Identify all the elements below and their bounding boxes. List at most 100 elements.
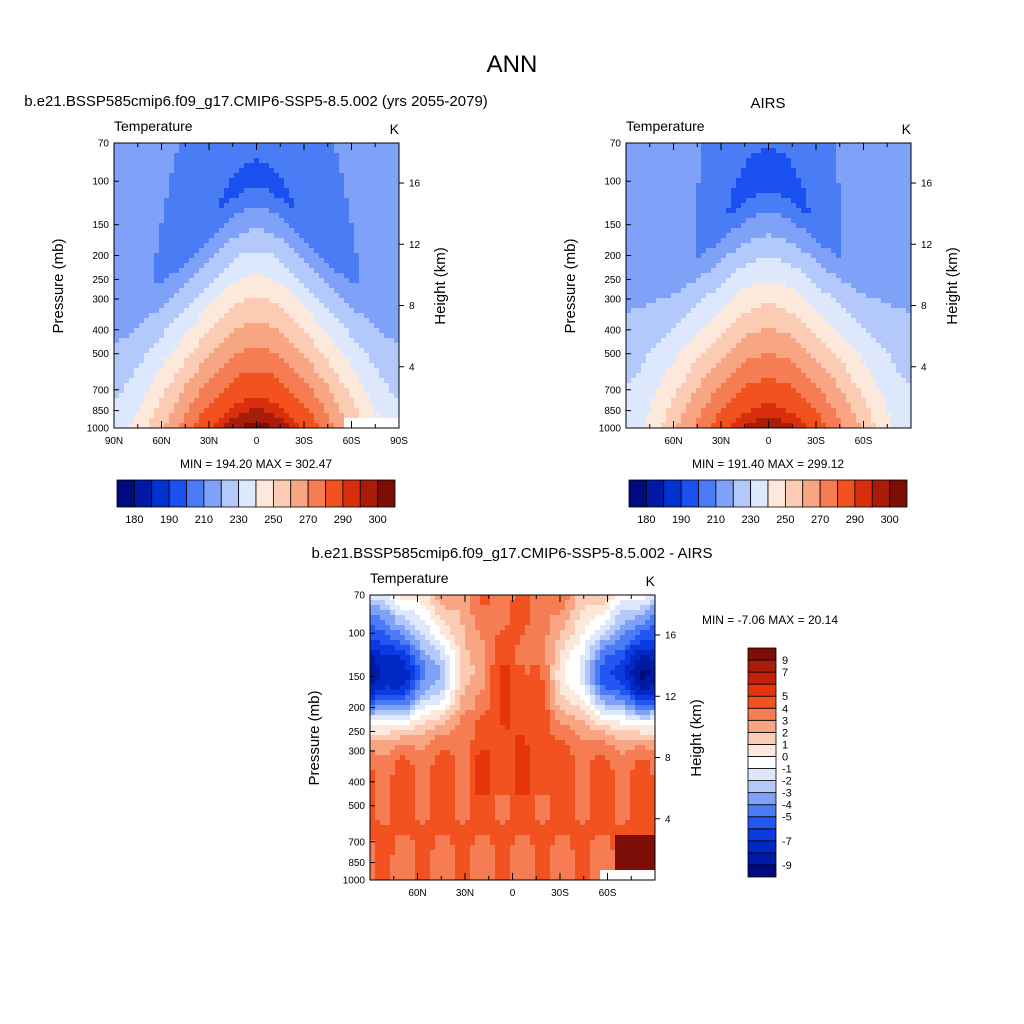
contour-cell bbox=[324, 148, 330, 154]
contour-cell bbox=[314, 253, 320, 259]
contour-cell bbox=[254, 253, 260, 259]
contour-cell bbox=[224, 318, 230, 324]
contour-cell bbox=[264, 193, 270, 199]
contour-cell bbox=[129, 198, 135, 204]
contour-cell bbox=[706, 163, 712, 169]
contour-cell bbox=[314, 378, 320, 384]
contour-cell bbox=[149, 348, 155, 354]
contour-cell bbox=[354, 208, 360, 214]
contour-cell bbox=[129, 143, 135, 149]
contour-cell bbox=[711, 293, 717, 299]
contour-cell bbox=[129, 228, 135, 234]
contour-cell bbox=[374, 323, 380, 329]
contour-cell bbox=[114, 358, 120, 364]
contour-cell bbox=[626, 348, 632, 354]
contour-cell bbox=[666, 318, 672, 324]
contour-cell bbox=[289, 293, 295, 299]
contour-cell bbox=[626, 273, 632, 279]
contour-cell bbox=[139, 158, 145, 164]
contour-cell bbox=[234, 408, 240, 414]
contour-cell bbox=[369, 228, 375, 234]
contour-cell bbox=[199, 203, 205, 209]
colorbar-swatch bbox=[359, 479, 379, 508]
contour-cell bbox=[736, 253, 742, 259]
contour-cell bbox=[239, 373, 245, 379]
contour-cell bbox=[204, 258, 210, 264]
contour-cell bbox=[259, 163, 265, 169]
contour-cell bbox=[219, 333, 225, 339]
contour-cell bbox=[766, 228, 772, 234]
contour-cell bbox=[746, 143, 752, 149]
contour-cell bbox=[686, 328, 692, 334]
contour-cell bbox=[289, 268, 295, 274]
contour-cell bbox=[319, 403, 325, 409]
contour-cell bbox=[204, 423, 210, 429]
contour-cell bbox=[374, 303, 380, 309]
contour-cell bbox=[364, 388, 370, 394]
contour-cell bbox=[706, 383, 712, 389]
contour-cell bbox=[284, 203, 290, 209]
contour-cell bbox=[626, 268, 632, 274]
contour-cell bbox=[159, 173, 165, 179]
contour-cell bbox=[706, 303, 712, 309]
contour-cell bbox=[344, 248, 350, 254]
contour-cell bbox=[304, 148, 310, 154]
contour-cell bbox=[334, 223, 340, 229]
contour-cell bbox=[129, 153, 135, 159]
contour-cell bbox=[234, 183, 240, 189]
contour-cell bbox=[631, 223, 637, 229]
contour-cell bbox=[711, 193, 717, 199]
contour-cell bbox=[626, 143, 632, 149]
contour-cell bbox=[134, 158, 140, 164]
contour-cell bbox=[114, 243, 120, 249]
contour-cell bbox=[701, 143, 707, 149]
contour-cell bbox=[199, 148, 205, 154]
contour-cell bbox=[349, 163, 355, 169]
contour-cell bbox=[711, 258, 717, 264]
contour-cell bbox=[651, 278, 657, 284]
contour-cell bbox=[751, 158, 757, 164]
contour-cell bbox=[379, 238, 385, 244]
contour-cell bbox=[756, 408, 762, 414]
contour-cell bbox=[199, 253, 205, 259]
contour-cell bbox=[249, 253, 255, 259]
contour-cell bbox=[244, 333, 250, 339]
contour-cell bbox=[349, 238, 355, 244]
contour-cell bbox=[394, 263, 400, 269]
contour-cell bbox=[686, 393, 692, 399]
contour-cell bbox=[264, 373, 270, 379]
contour-cell bbox=[334, 288, 340, 294]
contour-cell bbox=[626, 298, 632, 304]
contour-cell bbox=[339, 213, 345, 219]
contour-cell bbox=[726, 193, 732, 199]
contour-cell bbox=[269, 268, 275, 274]
contour-cell bbox=[229, 328, 235, 334]
contour-cell bbox=[746, 248, 752, 254]
contour-cell bbox=[249, 148, 255, 154]
pressure-tick-label: 700 bbox=[92, 385, 109, 396]
contour-cell bbox=[761, 358, 767, 364]
contour-cell bbox=[159, 408, 165, 414]
contour-cell bbox=[159, 283, 165, 289]
contour-cell bbox=[279, 253, 285, 259]
contour-cell bbox=[354, 163, 360, 169]
contour-cell bbox=[726, 218, 732, 224]
contour-cell bbox=[114, 238, 120, 244]
contour-cell bbox=[374, 358, 380, 364]
contour-cell bbox=[701, 253, 707, 259]
contour-cell bbox=[159, 238, 165, 244]
contour-cell bbox=[279, 263, 285, 269]
contour-cell bbox=[751, 333, 757, 339]
contour-cell bbox=[254, 188, 260, 194]
contour-cell bbox=[314, 413, 320, 419]
contour-cell bbox=[656, 163, 662, 169]
contour-cell bbox=[676, 243, 682, 249]
contour-cell bbox=[144, 413, 150, 419]
contour-cell bbox=[706, 253, 712, 259]
contour-cell bbox=[726, 198, 732, 204]
contour-cell bbox=[264, 293, 270, 299]
contour-cell bbox=[751, 398, 757, 404]
contour-cell bbox=[204, 313, 210, 319]
contour-cell bbox=[756, 233, 762, 239]
contour-cell bbox=[129, 358, 135, 364]
